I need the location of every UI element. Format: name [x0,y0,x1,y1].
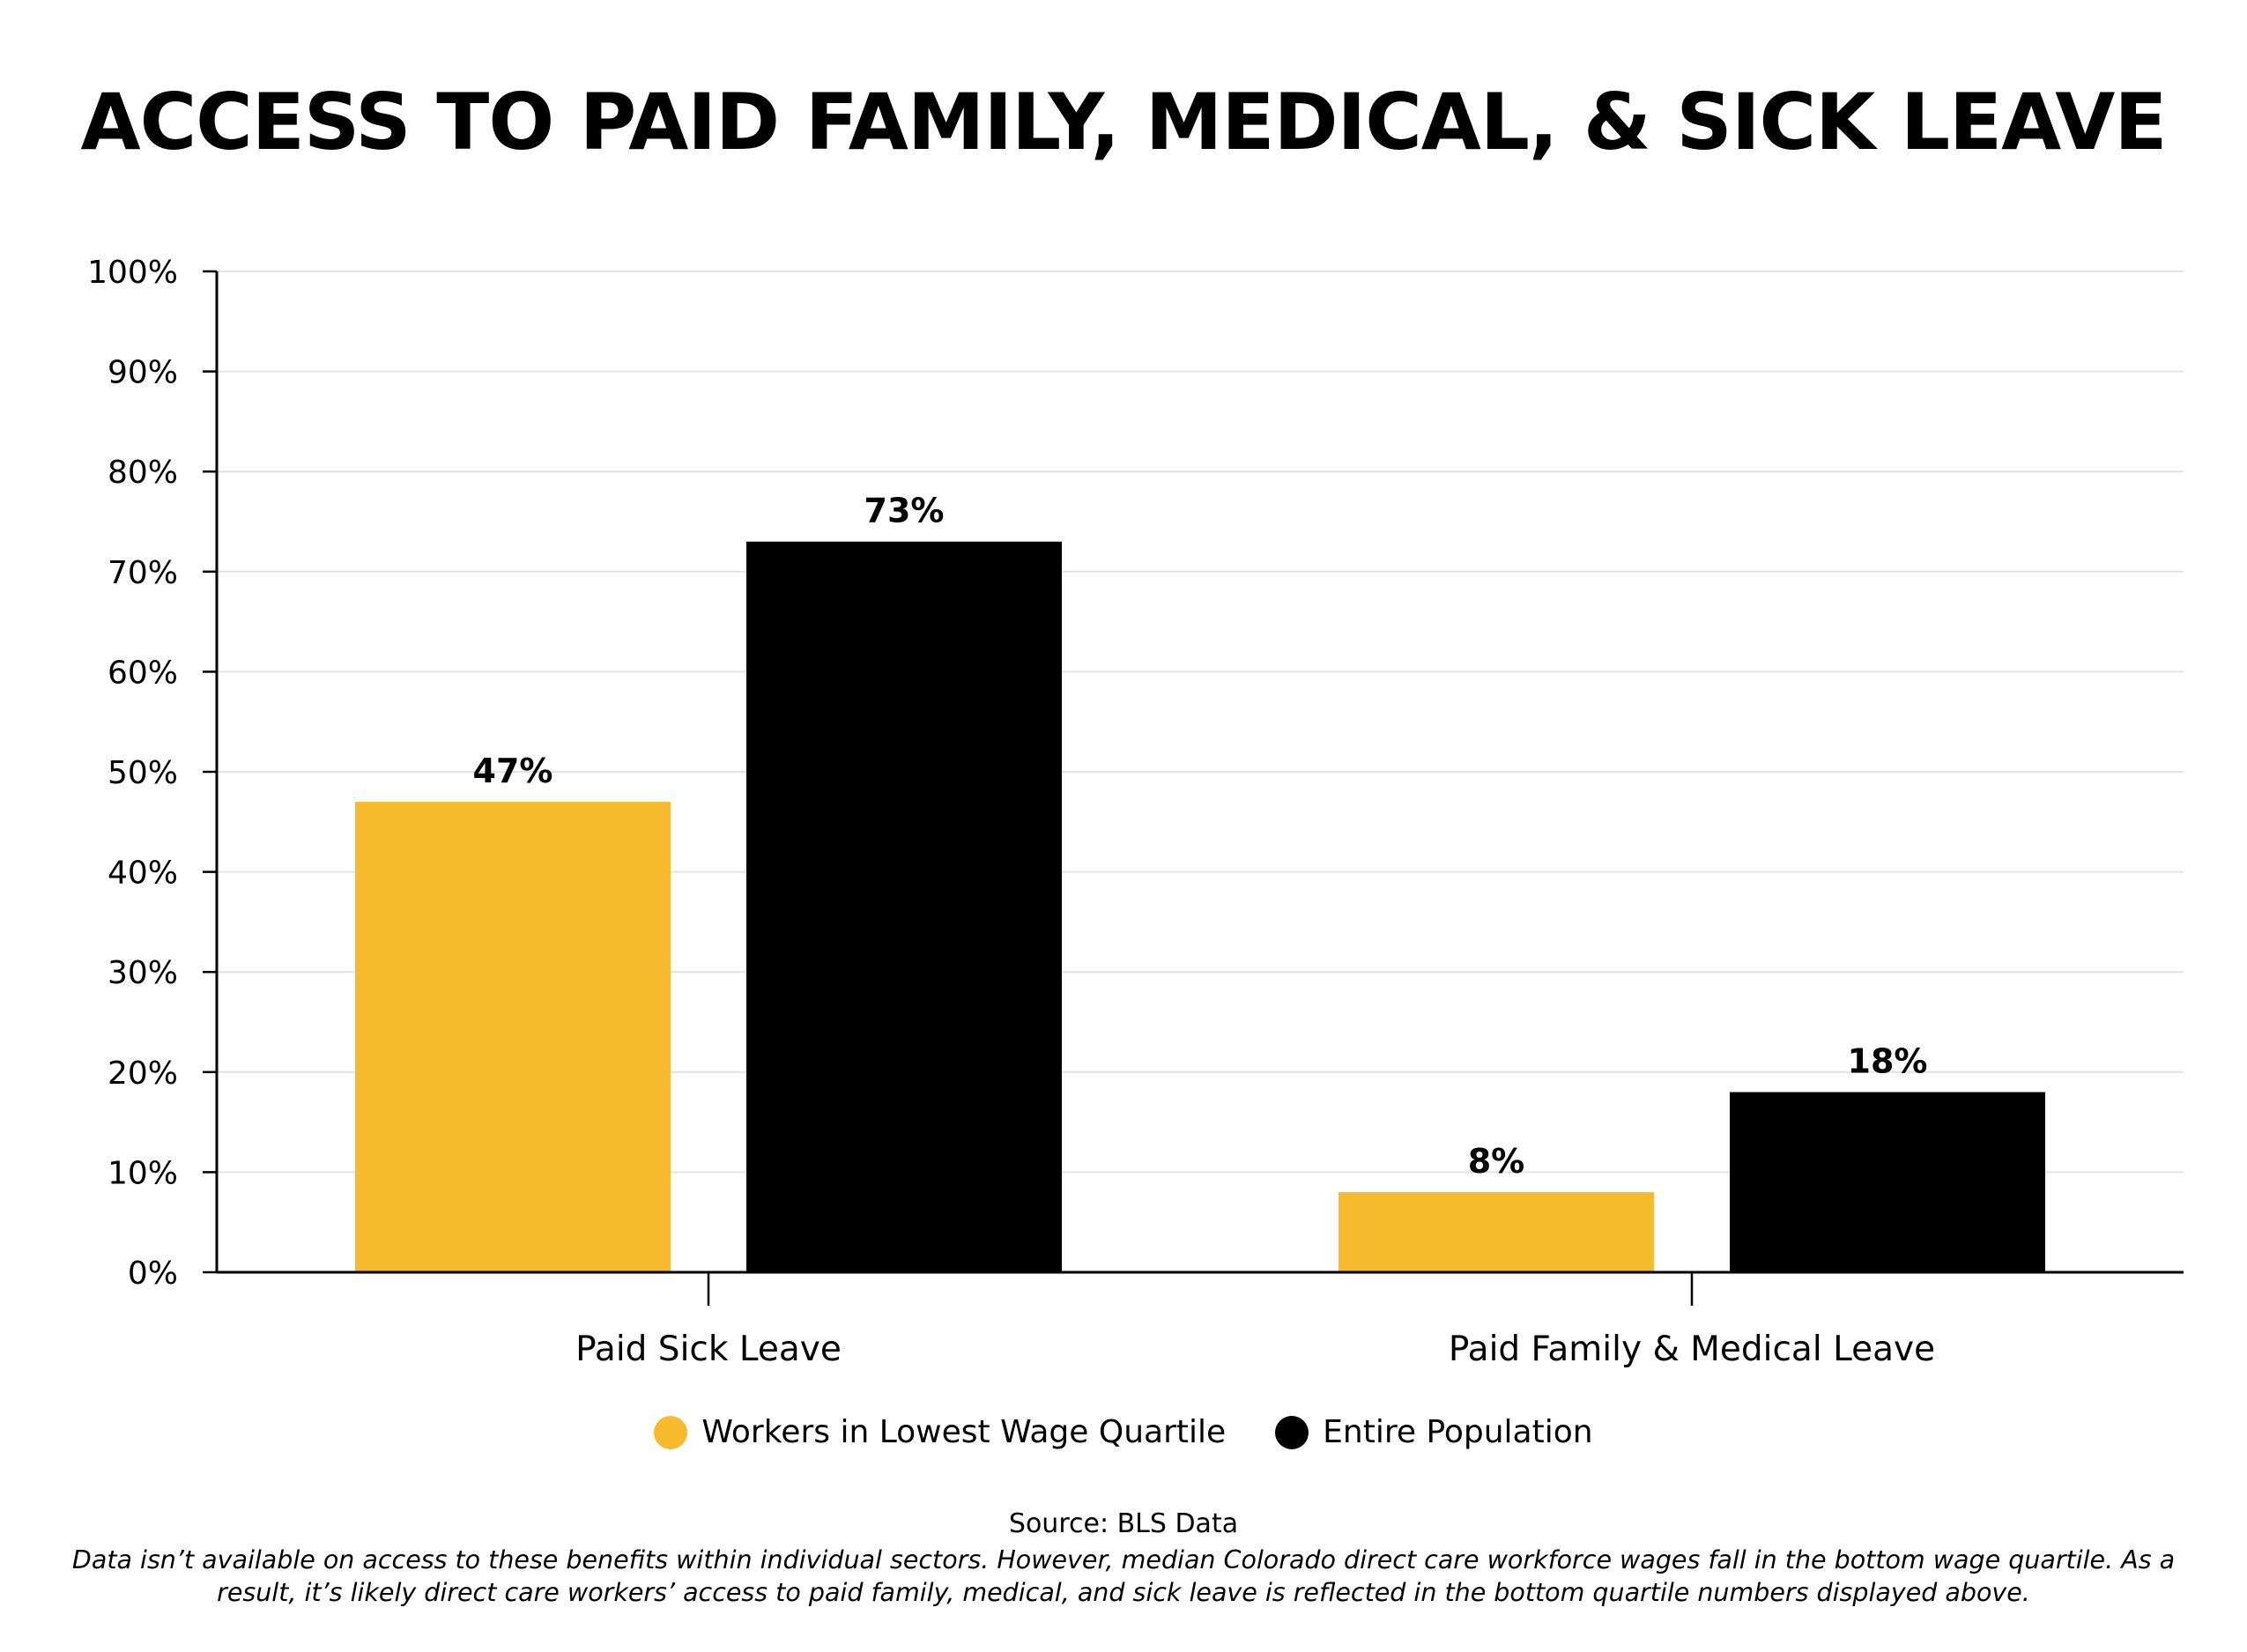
labels: 0% 10% 20% 30% 40% 50% 60% 70% 80% 90% 100% 47% 73% P… [87,255,1935,1369]
y-tick-label: 80% [108,455,178,491]
bar [1339,1192,1654,1272]
legend: Workers in Lowest Wage Quartile Entire P… [0,1414,2247,1450]
y-tick-label: 100% [87,255,178,291]
y-tick-label: 0% [128,1256,178,1292]
legend-item-lowest-quartile: Workers in Lowest Wage Quartile [654,1414,1226,1450]
legend-label-entire-population: Entire Population [1323,1414,1593,1450]
data-label: 18% [1848,1042,1928,1081]
bars [355,541,2045,1272]
y-tick-label: 20% [108,1056,178,1092]
data-label: 73% [864,492,945,530]
axes [203,270,2184,1306]
footnote: Data isn’t available on access to these … [71,1545,2176,1608]
y-tick-label: 50% [108,755,178,791]
legend-swatch-lowest-quartile [654,1415,688,1449]
y-tick-label: 40% [108,856,178,892]
source-note: Source: BLS Data [1008,1508,1239,1539]
legend-label-lowest-quartile: Workers in Lowest Wage Quartile [701,1414,1227,1450]
legend-swatch-entire-population [1275,1415,1309,1449]
bar [1730,1092,2045,1272]
x-category-label: Paid Family & Medical Leave [1449,1330,1935,1369]
y-tick-label: 60% [108,655,178,691]
legend-item-entire-population: Entire Population [1275,1414,1593,1450]
x-category-label: Paid Sick Leave [575,1330,842,1369]
bar [746,541,1062,1272]
y-tick-label: 10% [108,1155,178,1191]
bar [355,802,671,1272]
y-tick-label: 70% [108,555,178,591]
data-label: 8% [1468,1142,1525,1181]
y-tick-label: 30% [108,955,178,991]
y-tick-label: 90% [108,355,178,391]
bar-chart: 0% 10% 20% 30% 40% 50% 60% 70% 80% 90% 100% 47% 73% P… [87,255,2184,1369]
data-label: 47% [473,752,553,790]
chart-title: ACCESS TO PAID FAMILY, MEDICAL, & SICK L… [80,77,2167,167]
